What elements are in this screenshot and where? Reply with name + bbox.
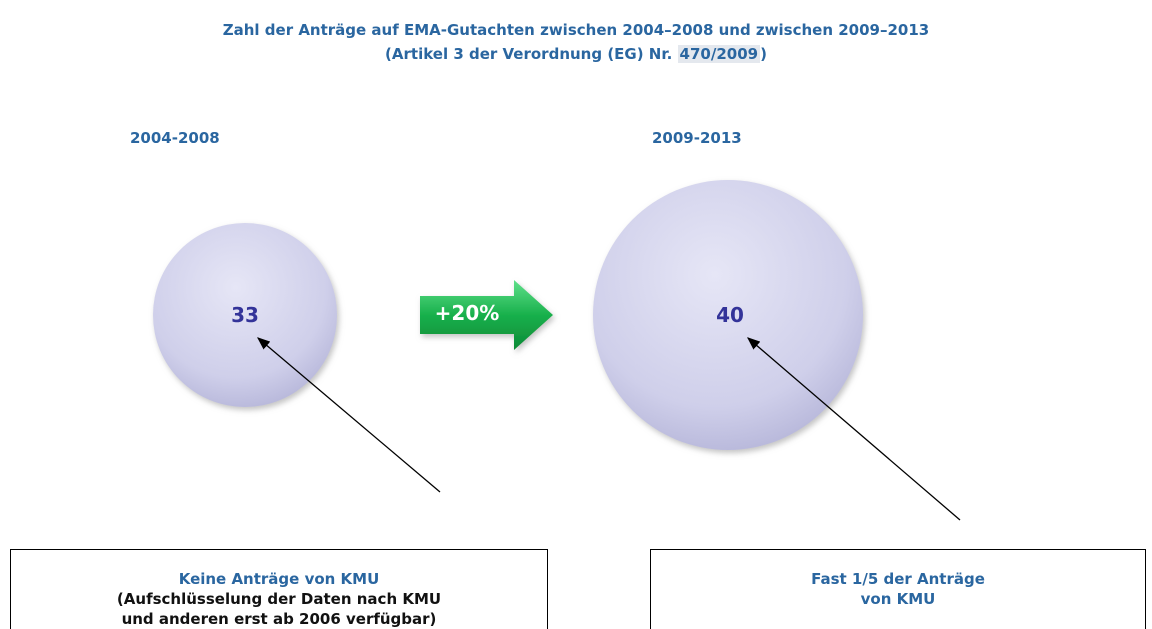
- note-line: (Aufschlüsselung der Daten nach KMU: [116, 590, 442, 608]
- period-label: 2009-2013: [652, 129, 742, 147]
- pointer-line: [257, 337, 441, 493]
- title: Zahl der Anträge auf EMA-Gutachten zwisc…: [222, 21, 930, 39]
- title: (Artikel 3 der Verordnung (EG) Nr. 470/2…: [0, 45, 1152, 63]
- growth-arrow: [420, 280, 553, 350]
- bubble: [593, 180, 863, 450]
- note-line: Fast 1/5 der Anträge: [811, 570, 985, 588]
- note-line: von KMU: [860, 590, 936, 608]
- title-text: ): [760, 45, 767, 63]
- period-label: 2004-2008: [130, 129, 220, 147]
- pointer-line: [747, 337, 961, 521]
- note-line: und anderen erst ab 2006 verfügbar): [121, 610, 437, 628]
- note-line: Keine Anträge von KMU: [178, 570, 380, 588]
- title-text: (Artikel 3 der Verordnung (EG) Nr.: [385, 45, 678, 63]
- bubble: [153, 223, 337, 407]
- note-box: Fast 1/5 der Anträge von KMU: [650, 549, 1146, 629]
- change-label: +20%: [434, 301, 500, 325]
- title-highlight: 470/2009: [677, 45, 761, 63]
- count: 40: [716, 303, 744, 327]
- note-box: Keine Anträge von KMU (Aufschlüsselung de…: [10, 549, 548, 629]
- count: 33: [231, 303, 259, 327]
